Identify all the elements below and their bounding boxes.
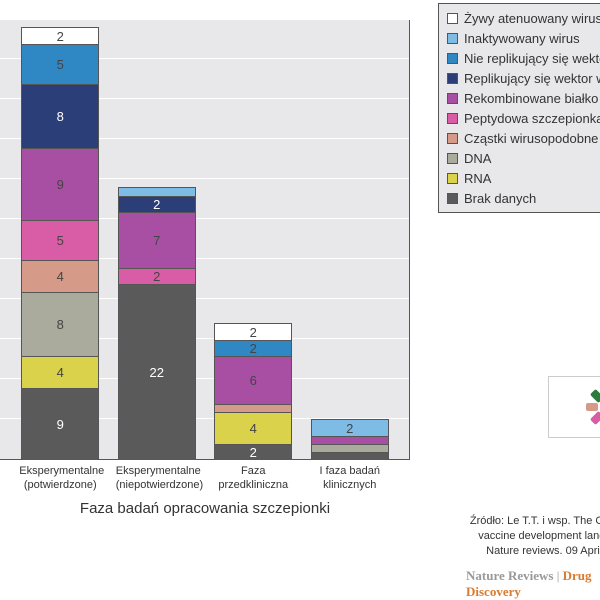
legend-swatch (447, 193, 458, 204)
legend-label: RNA (464, 171, 491, 186)
legend-item: Cząstki wirusopodobne (447, 128, 600, 148)
bar-segment: 4 (22, 260, 98, 292)
bar-segment: 2 (312, 420, 388, 436)
journal-name: Nature Reviews (466, 568, 554, 583)
legend-label: Replikujący się wektor wirusowy (464, 71, 600, 86)
bar-segment: 6 (215, 356, 291, 404)
bar-segment: 2 (215, 444, 291, 460)
legend-swatch (447, 53, 458, 64)
legend-item: Brak danych (447, 188, 600, 208)
bar-column: 948459852 (21, 27, 99, 460)
bar-segment: 8 (22, 292, 98, 356)
legend-swatch (447, 173, 458, 184)
bar-segment: 4 (215, 412, 291, 444)
legend-swatch (447, 33, 458, 44)
legend-label: Cząstki wirusopodobne (464, 131, 598, 146)
source-line-2: vaccine development landscape. (478, 530, 600, 542)
logo-arc-segment (590, 389, 600, 403)
legend-item: Nie replikujący się wektor wirusowy (447, 48, 600, 68)
legend-label: Rekombinowane białko (464, 91, 598, 106)
bar-segment: 2 (215, 340, 291, 356)
bar-segment: 2 (215, 324, 291, 340)
legend-swatch (447, 93, 458, 104)
source-citation: Źródło: Le T.T. i wsp. The COVID-19 vacc… (458, 514, 600, 559)
bar-segment: 5 (22, 220, 98, 260)
bar-segment (119, 188, 195, 196)
bar-segment: 8 (22, 84, 98, 148)
legend-label: Peptydowa szczepionka (464, 111, 600, 126)
bar-segment (312, 444, 388, 452)
x-axis-category-label: I faza badańklinicznych (309, 465, 391, 493)
legend-label: DNA (464, 151, 491, 166)
legend-label: Inaktywowany wirus (464, 31, 580, 46)
bar-segment (312, 452, 388, 460)
legend-item: RNA (447, 168, 600, 188)
source-line-1: Źródło: Le T.T. i wsp. The COVID-19 (470, 515, 600, 527)
x-axis-category-label: Fazaprzedkliniczna (212, 465, 294, 493)
x-axis-category-label: Eksperymentalne(potwierdzone) (19, 465, 101, 493)
bar-column: 22272 (118, 187, 196, 460)
x-axis-title: Faza badań opracowania szczepionki (0, 500, 410, 517)
bar-segment: 22 (119, 284, 195, 460)
x-axis-category-label: Eksperymentalne(niepotwierdzone) (116, 465, 198, 493)
legend-item: DNA (447, 148, 600, 168)
legend-label: Żywy atenuowany wirus (464, 11, 600, 26)
grid-line (0, 18, 409, 19)
source-line-3: Nature reviews. 09 April 2020 (486, 545, 600, 557)
legend: Żywy atenuowany wirus Inaktywowany wirus N… (438, 3, 600, 213)
legend-item: Rekombinowane białko (447, 88, 600, 108)
legend-swatch (447, 153, 458, 164)
legend-swatch (447, 13, 458, 24)
bar-segment: 7 (119, 212, 195, 268)
legend-item: Replikujący się wektor wirusowy (447, 68, 600, 88)
legend-swatch (447, 73, 458, 84)
legend-item: Inaktywowany wirus (447, 28, 600, 48)
bar-column: 2 (311, 419, 389, 460)
bar-segment (312, 436, 388, 444)
legend-item: Żywy atenuowany wirus (447, 8, 600, 28)
bar-segment: 2 (119, 196, 195, 212)
bar-segment: 5 (22, 44, 98, 84)
logo-arc-segment (586, 403, 598, 411)
bar-segment (215, 404, 291, 412)
logo-box: SZCZ (548, 376, 600, 438)
bar-segment: 9 (22, 388, 98, 460)
bar-column: 24622 (214, 323, 292, 460)
bar-container: 94845985222272246222 (0, 20, 410, 460)
bar-segment: 9 (22, 148, 98, 220)
x-axis-labels: Eksperymentalne(potwierdzone) Eksperyment… (0, 465, 410, 493)
legend-swatch (447, 133, 458, 144)
bar-segment: 2 (119, 268, 195, 284)
legend-label: Brak danych (464, 191, 536, 206)
logo-arc-segment (590, 411, 600, 425)
bar-segment: 2 (22, 28, 98, 44)
bar-segment: 4 (22, 356, 98, 388)
legend-swatch (447, 113, 458, 124)
legend-item: Peptydowa szczepionka (447, 108, 600, 128)
legend-label: Nie replikujący się wektor wirusowy (464, 51, 600, 66)
journal-credit: Nature Reviews | Drug Discovery (466, 568, 600, 600)
